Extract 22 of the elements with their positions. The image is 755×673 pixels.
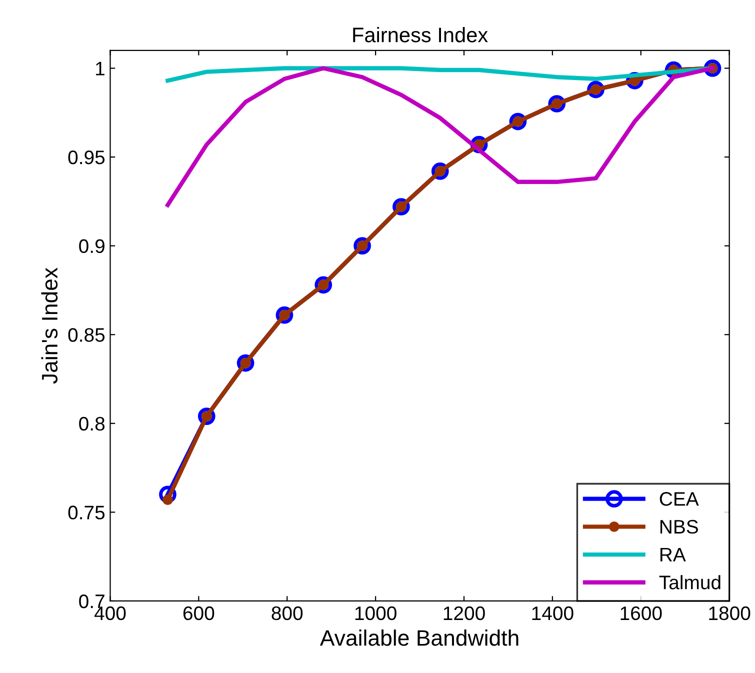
x-tick-label: 400 bbox=[94, 606, 126, 620]
y-tick-label: 1 bbox=[96, 62, 104, 76]
x-tick-label: 800 bbox=[272, 606, 303, 620]
y-tick-label: 0.9 bbox=[79, 239, 104, 254]
y-tick-label: 0.75 bbox=[68, 506, 105, 520]
y-tick-label: 0.85 bbox=[68, 328, 105, 342]
y-axis-title: Jain's Index bbox=[41, 268, 58, 384]
y-tick-label: 0.7 bbox=[79, 594, 104, 608]
x-tick-label: 1800 bbox=[709, 606, 750, 620]
y-tick-label: 0.95 bbox=[68, 150, 105, 164]
legend-label: NBS bbox=[660, 520, 698, 534]
y-tick-label: 0.8 bbox=[79, 416, 105, 431]
legend-label: CEA bbox=[660, 492, 699, 506]
x-tick-label: 1400 bbox=[532, 606, 574, 620]
x-tick-label: 1000 bbox=[355, 606, 396, 620]
x-tick-label: 600 bbox=[183, 606, 214, 620]
x-tick-label: 1200 bbox=[444, 606, 485, 620]
x-axis-title: Available Bandwidth bbox=[320, 630, 518, 646]
x-tick-label: 1600 bbox=[620, 606, 662, 620]
legend-label: Talmud bbox=[659, 575, 720, 590]
legend-label: RA bbox=[660, 548, 686, 562]
chart-title: Fairness Index bbox=[353, 27, 488, 42]
